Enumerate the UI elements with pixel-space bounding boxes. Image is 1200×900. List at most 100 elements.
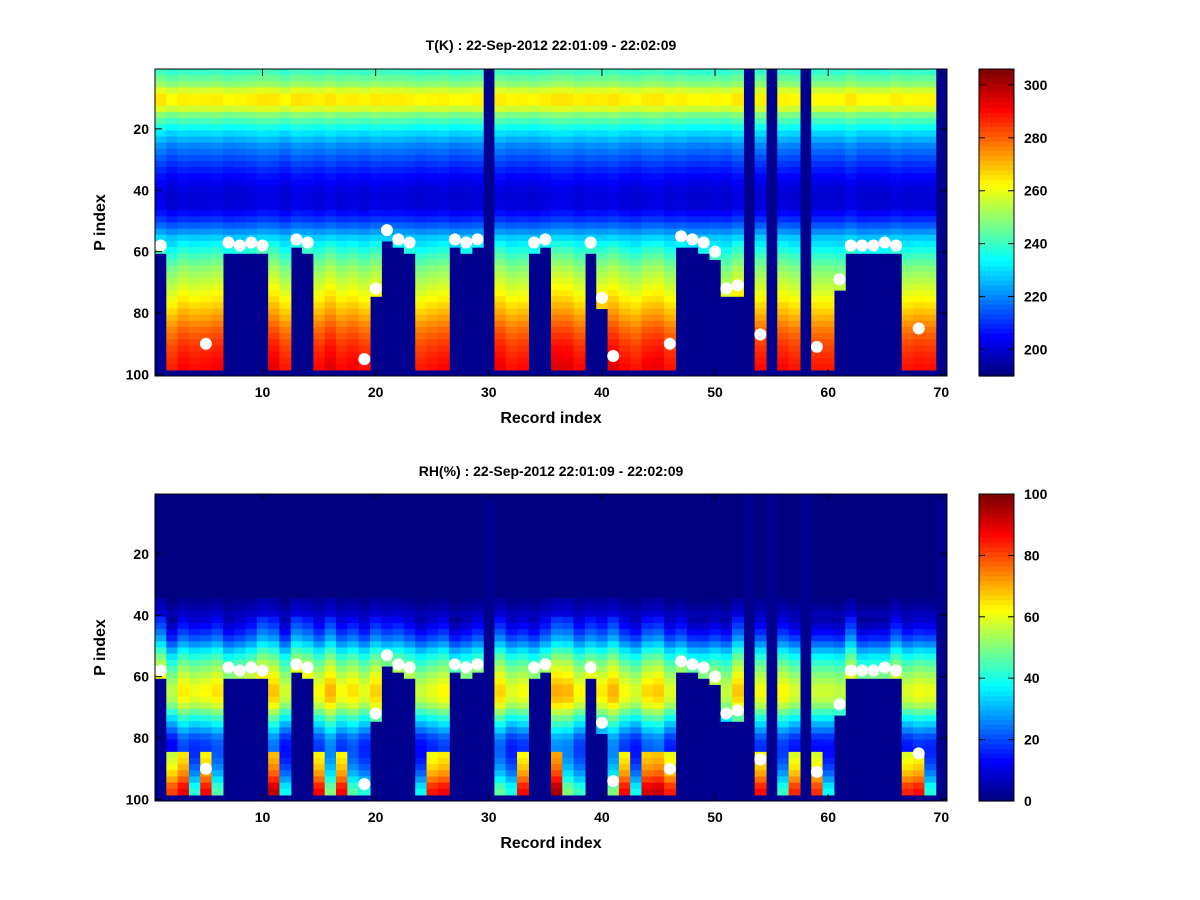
heatmap-cell [822,222,835,230]
heatmap-cell [528,555,541,563]
heatmap-cell [177,87,190,95]
heatmap-cell [177,118,190,125]
heatmap-cell [607,216,620,224]
heatmap-cell [302,216,314,224]
heatmap-cell [358,296,371,303]
heatmap-cell [720,118,733,125]
heatmap-cell [517,314,529,322]
heatmap-cell [720,99,733,107]
heatmap-cell [562,363,575,371]
heatmap-cell [200,751,213,759]
heatmap-cell [664,75,677,82]
heatmap-cell [188,111,201,119]
heatmap-cell [652,124,665,131]
heatmap-cell [652,357,665,365]
heatmap-cell [630,216,643,224]
heatmap-cell [573,506,586,514]
heatmap-cell [788,333,801,340]
heatmap-cell [517,506,529,514]
heatmap-cell [426,99,439,107]
heatmap-cell [471,179,484,187]
heatmap-cell [732,696,744,704]
heatmap-cell [607,167,620,174]
heatmap-cell [347,191,360,199]
heatmap-cell [437,136,450,144]
heatmap-cell [437,271,450,279]
heatmap-cell [618,659,631,667]
heatmap-cell [732,524,744,532]
heatmap-cell [811,296,824,303]
heatmap-cell [584,598,597,606]
heatmap-cell [290,567,303,575]
heatmap-cell [573,500,586,507]
heatmap-cell [166,524,179,532]
heatmap-cell [573,216,586,224]
heatmap-cell [415,604,428,612]
heatmap-cell [618,154,631,162]
heatmap-cell [256,659,269,667]
heatmap-cell [890,222,903,230]
heatmap-cell [551,210,563,217]
heatmap-cell [324,191,337,199]
heatmap-cell [415,228,428,236]
heatmap-cell [788,118,801,125]
heatmap-cell [607,659,620,667]
heatmap-cell [200,173,213,181]
heatmap-cell [392,93,405,101]
heatmap-cell [573,314,586,322]
heatmap-cell [777,690,790,698]
heatmap-cell [517,154,529,162]
heatmap-cell [754,635,767,642]
heatmap-cell [777,494,790,501]
heatmap-cell [381,191,394,199]
heatmap-cell [358,167,371,174]
colorbar-swatch [979,203,1014,209]
heatmap-cell [336,130,348,138]
heatmap-cell [166,87,179,95]
heatmap-cell [415,782,428,790]
heatmap-cell [777,629,790,636]
heatmap-cell [256,118,269,125]
heatmap-cell [845,69,858,76]
heatmap-cell [279,518,292,526]
heatmap-cell [200,87,213,95]
heatmap-cell [313,782,326,790]
heatmap-cell [754,105,767,113]
heatmap-cell [279,672,292,679]
heatmap-cell [403,592,416,599]
heatmap-cell [324,179,337,187]
heatmap-cell [279,283,292,291]
heatmap-cell [166,69,179,76]
heatmap-cell [596,277,609,285]
heatmap-cell [381,659,394,667]
heatmap-cell [290,228,303,236]
heatmap-cell [200,351,213,359]
heatmap-cell [200,142,213,150]
heatmap-cell [641,512,654,520]
heatmap-cell [732,290,744,297]
heatmap-cell [517,758,529,765]
heatmap-cell [234,500,247,507]
heatmap-cell [268,512,281,520]
heatmap-cell [358,99,371,107]
heatmap-cell [901,283,914,291]
heatmap-cell [336,167,348,174]
heatmap-cell [449,555,462,563]
heatmap-cell [392,524,405,532]
heatmap-cell [426,69,439,76]
heatmap-cell [256,586,269,593]
heatmap-cell [551,494,563,501]
heatmap-cell [517,357,529,365]
heatmap-cell [313,179,326,187]
heatmap-cell [211,204,224,211]
heatmap-cell [584,543,597,550]
colorbar-swatch [979,337,1014,344]
heatmap-cell [155,161,167,168]
heatmap-cell [675,629,688,636]
heatmap-cell [166,518,179,526]
heatmap-cell [177,727,190,735]
heatmap-cell [539,69,552,76]
heatmap-cell [551,277,563,285]
heatmap-cell [211,216,224,224]
heatmap-cell [369,148,382,156]
